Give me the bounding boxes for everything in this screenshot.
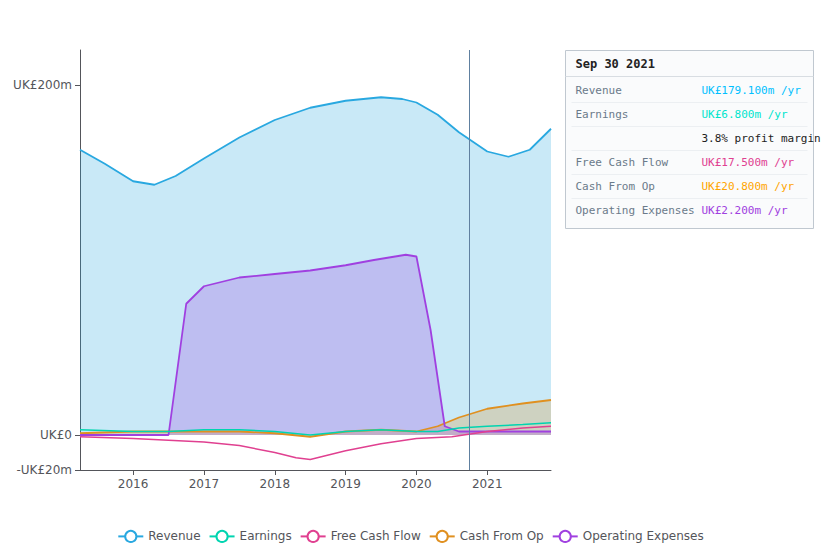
svg-text:Operating Expenses: Operating Expenses (576, 204, 695, 217)
svg-text:UK£6.800m /yr: UK£6.800m /yr (702, 108, 788, 121)
svg-text:UK£20.800m /yr: UK£20.800m /yr (702, 180, 795, 193)
svg-text:Revenue: Revenue (148, 529, 200, 543)
svg-text:Revenue: Revenue (576, 84, 622, 97)
svg-text:2019: 2019 (330, 477, 361, 491)
svg-text:Free Cash Flow: Free Cash Flow (576, 156, 669, 169)
svg-text:3.8% profit margin: 3.8% profit margin (702, 132, 821, 145)
svg-text:Sep 30 2021: Sep 30 2021 (576, 57, 655, 71)
svg-text:Earnings: Earnings (240, 529, 292, 543)
svg-text:UK£179.100m /yr: UK£179.100m /yr (702, 84, 802, 97)
svg-text:UK£17.500m /yr: UK£17.500m /yr (702, 156, 795, 169)
svg-text:2017: 2017 (189, 477, 220, 491)
svg-text:2016: 2016 (118, 477, 149, 491)
svg-text:Cash From Op: Cash From Op (460, 529, 544, 543)
svg-text:-UK£20m: -UK£20m (16, 463, 72, 477)
svg-text:Free Cash Flow: Free Cash Flow (331, 529, 421, 543)
svg-text:2021: 2021 (472, 477, 503, 491)
svg-text:2018: 2018 (260, 477, 291, 491)
svg-text:2020: 2020 (401, 477, 432, 491)
svg-text:Operating Expenses: Operating Expenses (583, 529, 704, 543)
svg-text:UK£200m: UK£200m (13, 78, 72, 92)
svg-text:Cash From Op: Cash From Op (576, 180, 655, 193)
svg-text:UK£2.200m /yr: UK£2.200m /yr (702, 204, 788, 217)
svg-text:UK£0: UK£0 (40, 428, 72, 442)
svg-text:Earnings: Earnings (576, 108, 629, 121)
